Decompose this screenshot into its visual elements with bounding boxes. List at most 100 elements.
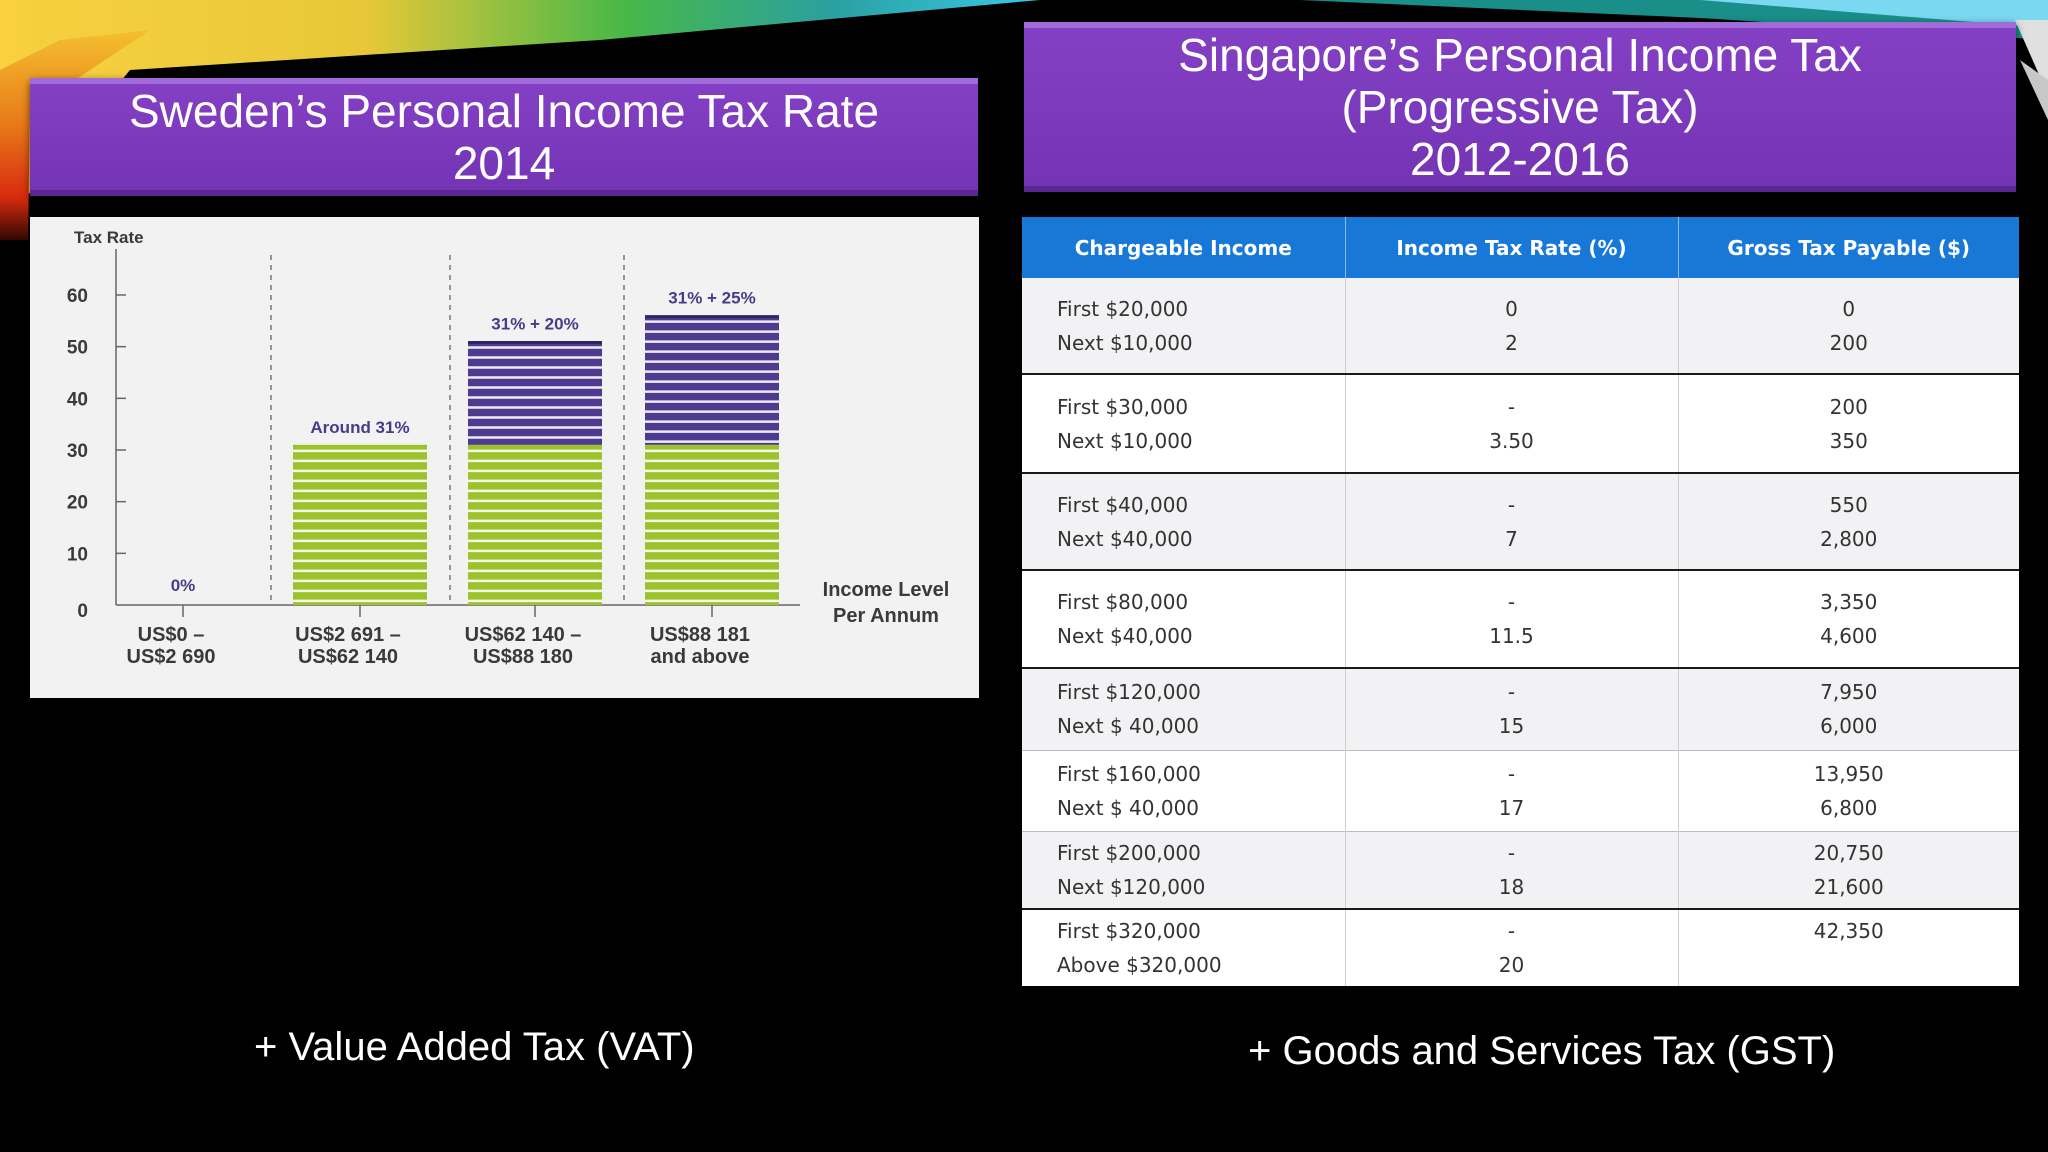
table-row: First $320,000 Above $320,000 - 20 42,350 [1022, 908, 2019, 986]
header-gross-tax-payable: Gross Tax Payable ($) [1677, 217, 2019, 278]
chargeable-income-cell-line: Next $40,000 [1057, 526, 1193, 551]
tax-payable-cell: 42,350 [1677, 908, 2019, 986]
chargeable-income-cell-line: First $20,000 [1057, 296, 1189, 321]
bar-value-label: 31% + 20% [491, 315, 578, 334]
tax-payable-cell: 0 200 [1677, 278, 2019, 374]
chargeable-income-cell: First $30,000 Next $10,000 [1022, 373, 1345, 473]
tax-payable-cell-line: 3,350 [1820, 590, 1878, 614]
tax-payable-cell: 7,950 6,000 [1677, 667, 2019, 750]
header-income-tax-rate: Income Tax Rate (%) [1344, 217, 1678, 278]
tax-rate-cell: - 17 [1344, 749, 1678, 831]
vat-footnote: + Value Added Tax (VAT) [254, 1025, 695, 1069]
x-tick-label: and above [651, 646, 750, 668]
chargeable-income-cell-line: Next $40,000 [1057, 624, 1193, 648]
chargeable-income-cell: First $20,000 Next $10,000 [1022, 278, 1345, 374]
tax-rate-cell-line: - [1507, 590, 1516, 614]
x-axis-label: Income Level [823, 579, 950, 601]
y-tick-label: 40 [67, 389, 88, 410]
x-tick-label: US$88 181 [650, 624, 750, 646]
tax-payable-cell-line: 6,800 [1820, 795, 1878, 820]
chargeable-income-cell-line: First $320,000 [1057, 919, 1201, 943]
tax-rate-cell-line: 18 [1498, 874, 1525, 899]
table-row: First $80,000 Next $40,000 - 11.5 3,350 4,600 [1022, 569, 2019, 668]
bar-value-label: 31% + 25% [668, 289, 755, 308]
x-tick-label: US$2 691 – [295, 624, 401, 646]
sweden-title-banner: Sweden’s Personal Income Tax Rate 2014 [30, 78, 978, 196]
tax-payable-cell-line: 200 [1829, 330, 1868, 355]
x-tick-label: US$0 – [138, 624, 205, 646]
tax-rate-cell: -7 [1344, 472, 1678, 570]
tax-rate-cell-line: - [1507, 919, 1516, 943]
chargeable-income-cell-line: First $40,000 [1057, 492, 1189, 517]
tax-rate-cell-line: 15 [1498, 714, 1525, 739]
tax-payable-cell-line: 20,750 [1813, 840, 1884, 865]
bar-segment [645, 315, 779, 445]
chargeable-income-cell: First $120,000 Next $ 40,000 [1022, 667, 1345, 750]
tax-rate-cell-line: - [1507, 680, 1516, 705]
x-tick-label: US$88 180 [473, 646, 573, 668]
chargeable-income-cell-line: Next $ 40,000 [1057, 795, 1200, 820]
tax-rate-cell: - 11.5 [1344, 569, 1678, 668]
chargeable-income-cell-line: Next $10,000 [1057, 330, 1193, 355]
chargeable-income-cell-line: Above $320,000 [1057, 953, 1222, 977]
y-axis-label: Tax Rate [74, 228, 144, 247]
x-tick-label: US$62 140 [298, 646, 398, 668]
tax-rate-cell-line: 11.5 [1489, 624, 1534, 648]
chargeable-income-cell: First $200,000 Next $120,000 [1022, 830, 1345, 909]
x-tick-label: US$62 140 – [465, 624, 582, 646]
y-tick-label: 30 [67, 441, 88, 462]
y-tick-label: 20 [67, 493, 88, 514]
x-tick-label: US$2 690 [127, 646, 216, 668]
x-axis-label: Per Annum [833, 605, 939, 627]
table-row: First $200,000 Next $120,000 - 18 20,750 21,6… [1022, 830, 2019, 909]
tax-rate-cell-line: - [1507, 492, 1516, 517]
tax-payable-cell-line: 13,950 [1813, 761, 1884, 786]
chart-svg: Tax Rate 0 10 20 30 40 50 60 0% US$0 –US$2 690 Aro… [67, 228, 950, 668]
tax-rate-cell-line: 0 [1505, 296, 1518, 321]
tax-rate-cell-line: - [1507, 761, 1516, 786]
tax-rate-cell-line: 2 [1505, 330, 1518, 355]
singapore-title-line1: Singapore’s Personal Income Tax [1178, 29, 1862, 81]
y-tick-label: 60 [67, 286, 88, 307]
tax-payable-cell: 200 350 [1677, 373, 2019, 473]
tax-rate-cell: - 20 [1344, 908, 1678, 986]
sweden-title-line1: Sweden’s Personal Income Tax Rate [128, 85, 880, 137]
tax-payable-cell: 13,950 6,800 [1677, 749, 2019, 831]
tax-rate-cell-line: 17 [1498, 795, 1525, 820]
table-header-row: Chargeable Income Income Tax Rate (%) Gr… [1022, 217, 2019, 278]
tax-rate-cell-line: 7 [1505, 526, 1518, 551]
table-row: First $120,000 Next $ 40,000 - 15 7,950 6,000 [1022, 667, 2019, 750]
singapore-tax-table: Chargeable Income Income Tax Rate (%) Gr… [1022, 217, 2019, 986]
chargeable-income-cell-line: Next $10,000 [1057, 428, 1193, 453]
chargeable-income-cell-line: First $30,000 [1057, 394, 1189, 419]
bar-value-label: 0% [171, 576, 196, 595]
sweden-tax-chart: Tax Rate 0 10 20 30 40 50 60 0% US$0 – US$2 690 Aro… [30, 217, 979, 698]
chargeable-income-cell-line: First $200,000 [1057, 840, 1201, 865]
y-tick-label: 50 [67, 338, 88, 359]
y-tick-label: 10 [67, 544, 88, 565]
tax-payable-cell-line: 2,800 [1820, 526, 1878, 551]
tax-rate-cell-line: 3.50 [1489, 428, 1534, 453]
chargeable-income-cell-line: Next $ 40,000 [1057, 714, 1200, 739]
tax-payable-cell-line: 4,600 [1820, 624, 1878, 648]
sweden-title-line2: 2014 [452, 137, 556, 189]
tax-rate-cell: - 15 [1344, 667, 1678, 750]
tax-rate-cell-line: - [1507, 840, 1516, 865]
tax-payable-cell-line: 21,600 [1813, 874, 1884, 899]
singapore-title-line3: 2012-2016 [1410, 133, 1630, 185]
singapore-title-line2: (Progressive Tax) [1341, 81, 1699, 133]
chargeable-income-cell: First $320,000 Above $320,000 [1022, 908, 1345, 986]
chargeable-income-cell-line: First $160,000 [1057, 761, 1201, 786]
chargeable-income-cell: First $160,000 Next $ 40,000 [1022, 749, 1345, 831]
chargeable-income-cell: First $40,000 Next $40,000 [1022, 472, 1345, 570]
y-tick-label: 0 [77, 601, 88, 622]
tax-payable-cell-line: 6,000 [1820, 714, 1878, 739]
table-row: First $40,000 Next $40,000-7 550 2,800 [1022, 472, 2019, 570]
tax-rate-cell: - 3.50 [1344, 373, 1678, 473]
table-row: First $20,000 Next $10,000 0 2 0 200 [1022, 278, 2019, 374]
tax-payable-cell: 20,750 21,600 [1677, 830, 2019, 909]
tax-rate-cell-line: - [1507, 394, 1516, 419]
tax-payable-cell: 550 2,800 [1677, 472, 2019, 570]
tax-rate-cell-line: 20 [1498, 953, 1525, 977]
